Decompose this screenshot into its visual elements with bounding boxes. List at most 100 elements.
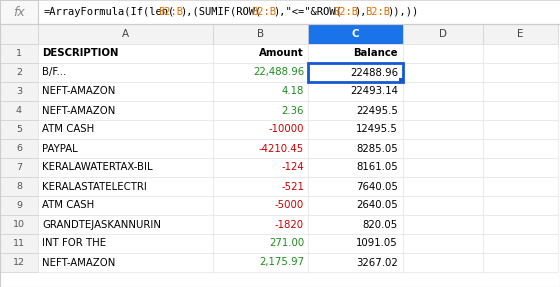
Bar	[308, 253, 403, 272]
Bar	[213, 234, 308, 253]
Bar	[38, 196, 213, 215]
Bar	[213, 139, 308, 158]
Bar	[483, 120, 558, 139]
Bar	[483, 44, 558, 63]
Text: Amount: Amount	[259, 49, 304, 59]
Text: 2.36: 2.36	[282, 106, 304, 115]
Text: )),)): )),))	[388, 7, 419, 17]
Bar	[38, 24, 213, 44]
Bar	[0, 120, 38, 139]
Bar	[0, 196, 38, 215]
Bar	[38, 82, 213, 101]
Text: 11: 11	[13, 239, 25, 248]
Bar	[403, 63, 483, 82]
Bar	[38, 139, 213, 158]
Bar	[483, 63, 558, 82]
Bar	[483, 234, 558, 253]
Bar	[0, 253, 38, 272]
Text: 271.00: 271.00	[269, 238, 304, 249]
Bar	[399, 78, 403, 82]
Bar	[403, 177, 483, 196]
Bar	[213, 101, 308, 120]
Text: 2: 2	[16, 68, 22, 77]
Text: 12495.5: 12495.5	[356, 125, 398, 135]
Bar	[403, 82, 483, 101]
Bar	[213, 158, 308, 177]
Text: 6: 6	[16, 144, 22, 153]
Bar	[483, 24, 558, 44]
Bar	[213, 215, 308, 234]
Text: 10: 10	[13, 220, 25, 229]
Bar	[483, 101, 558, 120]
Bar	[483, 177, 558, 196]
Text: B2:B: B2:B	[333, 7, 358, 17]
Bar	[308, 120, 403, 139]
Bar	[38, 215, 213, 234]
Text: 12: 12	[13, 258, 25, 267]
Bar	[403, 24, 483, 44]
Bar	[483, 253, 558, 272]
Bar	[483, 139, 558, 158]
Bar	[403, 253, 483, 272]
Bar	[0, 24, 38, 44]
Bar	[0, 139, 38, 158]
Text: 4: 4	[16, 106, 22, 115]
Bar	[308, 82, 403, 101]
Text: KERALAWATERTAX-BIL: KERALAWATERTAX-BIL	[42, 162, 153, 172]
Text: =ArrayFormula(If(len(: =ArrayFormula(If(len(	[44, 7, 175, 17]
Bar	[213, 196, 308, 215]
Text: 22495.5: 22495.5	[356, 106, 398, 115]
Bar	[308, 158, 403, 177]
Bar	[403, 215, 483, 234]
Text: fx: fx	[13, 5, 25, 18]
Text: GRANDTEJASKANNURIN: GRANDTEJASKANNURIN	[42, 220, 161, 230]
Bar	[0, 177, 38, 196]
Text: NEFT-AMAZON: NEFT-AMAZON	[42, 257, 115, 267]
Text: 1091.05: 1091.05	[356, 238, 398, 249]
Bar	[213, 82, 308, 101]
Text: 1: 1	[16, 49, 22, 58]
Bar	[483, 215, 558, 234]
Bar	[308, 196, 403, 215]
Bar	[213, 177, 308, 196]
Bar	[0, 44, 38, 63]
Text: ),: ),	[354, 7, 367, 17]
Text: 9: 9	[16, 201, 22, 210]
Bar	[38, 120, 213, 139]
Text: -10000: -10000	[268, 125, 304, 135]
Text: C: C	[352, 29, 360, 39]
Bar	[38, 44, 213, 63]
Bar	[483, 82, 558, 101]
Bar	[213, 120, 308, 139]
Bar	[403, 139, 483, 158]
Text: D: D	[439, 29, 447, 39]
Text: KERALASTATELECTRI: KERALASTATELECTRI	[42, 181, 147, 191]
Text: 820.05: 820.05	[363, 220, 398, 230]
Bar	[0, 82, 38, 101]
Bar	[403, 101, 483, 120]
Text: 2640.05: 2640.05	[356, 201, 398, 210]
Text: 3: 3	[16, 87, 22, 96]
Bar	[38, 253, 213, 272]
Bar	[0, 0, 38, 24]
Bar	[0, 158, 38, 177]
Bar	[403, 44, 483, 63]
Bar	[403, 234, 483, 253]
Text: -5000: -5000	[275, 201, 304, 210]
Text: 7640.05: 7640.05	[356, 181, 398, 191]
Text: 7: 7	[16, 163, 22, 172]
Bar	[0, 215, 38, 234]
Text: 8161.05: 8161.05	[356, 162, 398, 172]
Text: ),(SUMIF(ROW(: ),(SUMIF(ROW(	[180, 7, 262, 17]
Text: B2:B: B2:B	[366, 7, 390, 17]
Text: -124: -124	[281, 162, 304, 172]
Text: E: E	[517, 29, 524, 39]
Text: NEFT-AMAZON: NEFT-AMAZON	[42, 86, 115, 96]
Text: ATM CASH: ATM CASH	[42, 201, 94, 210]
Text: 22493.14: 22493.14	[350, 86, 398, 96]
Bar	[213, 63, 308, 82]
Bar	[213, 44, 308, 63]
Text: 3267.02: 3267.02	[356, 257, 398, 267]
Text: PAYPAL: PAYPAL	[42, 144, 78, 154]
Text: -1820: -1820	[275, 220, 304, 230]
